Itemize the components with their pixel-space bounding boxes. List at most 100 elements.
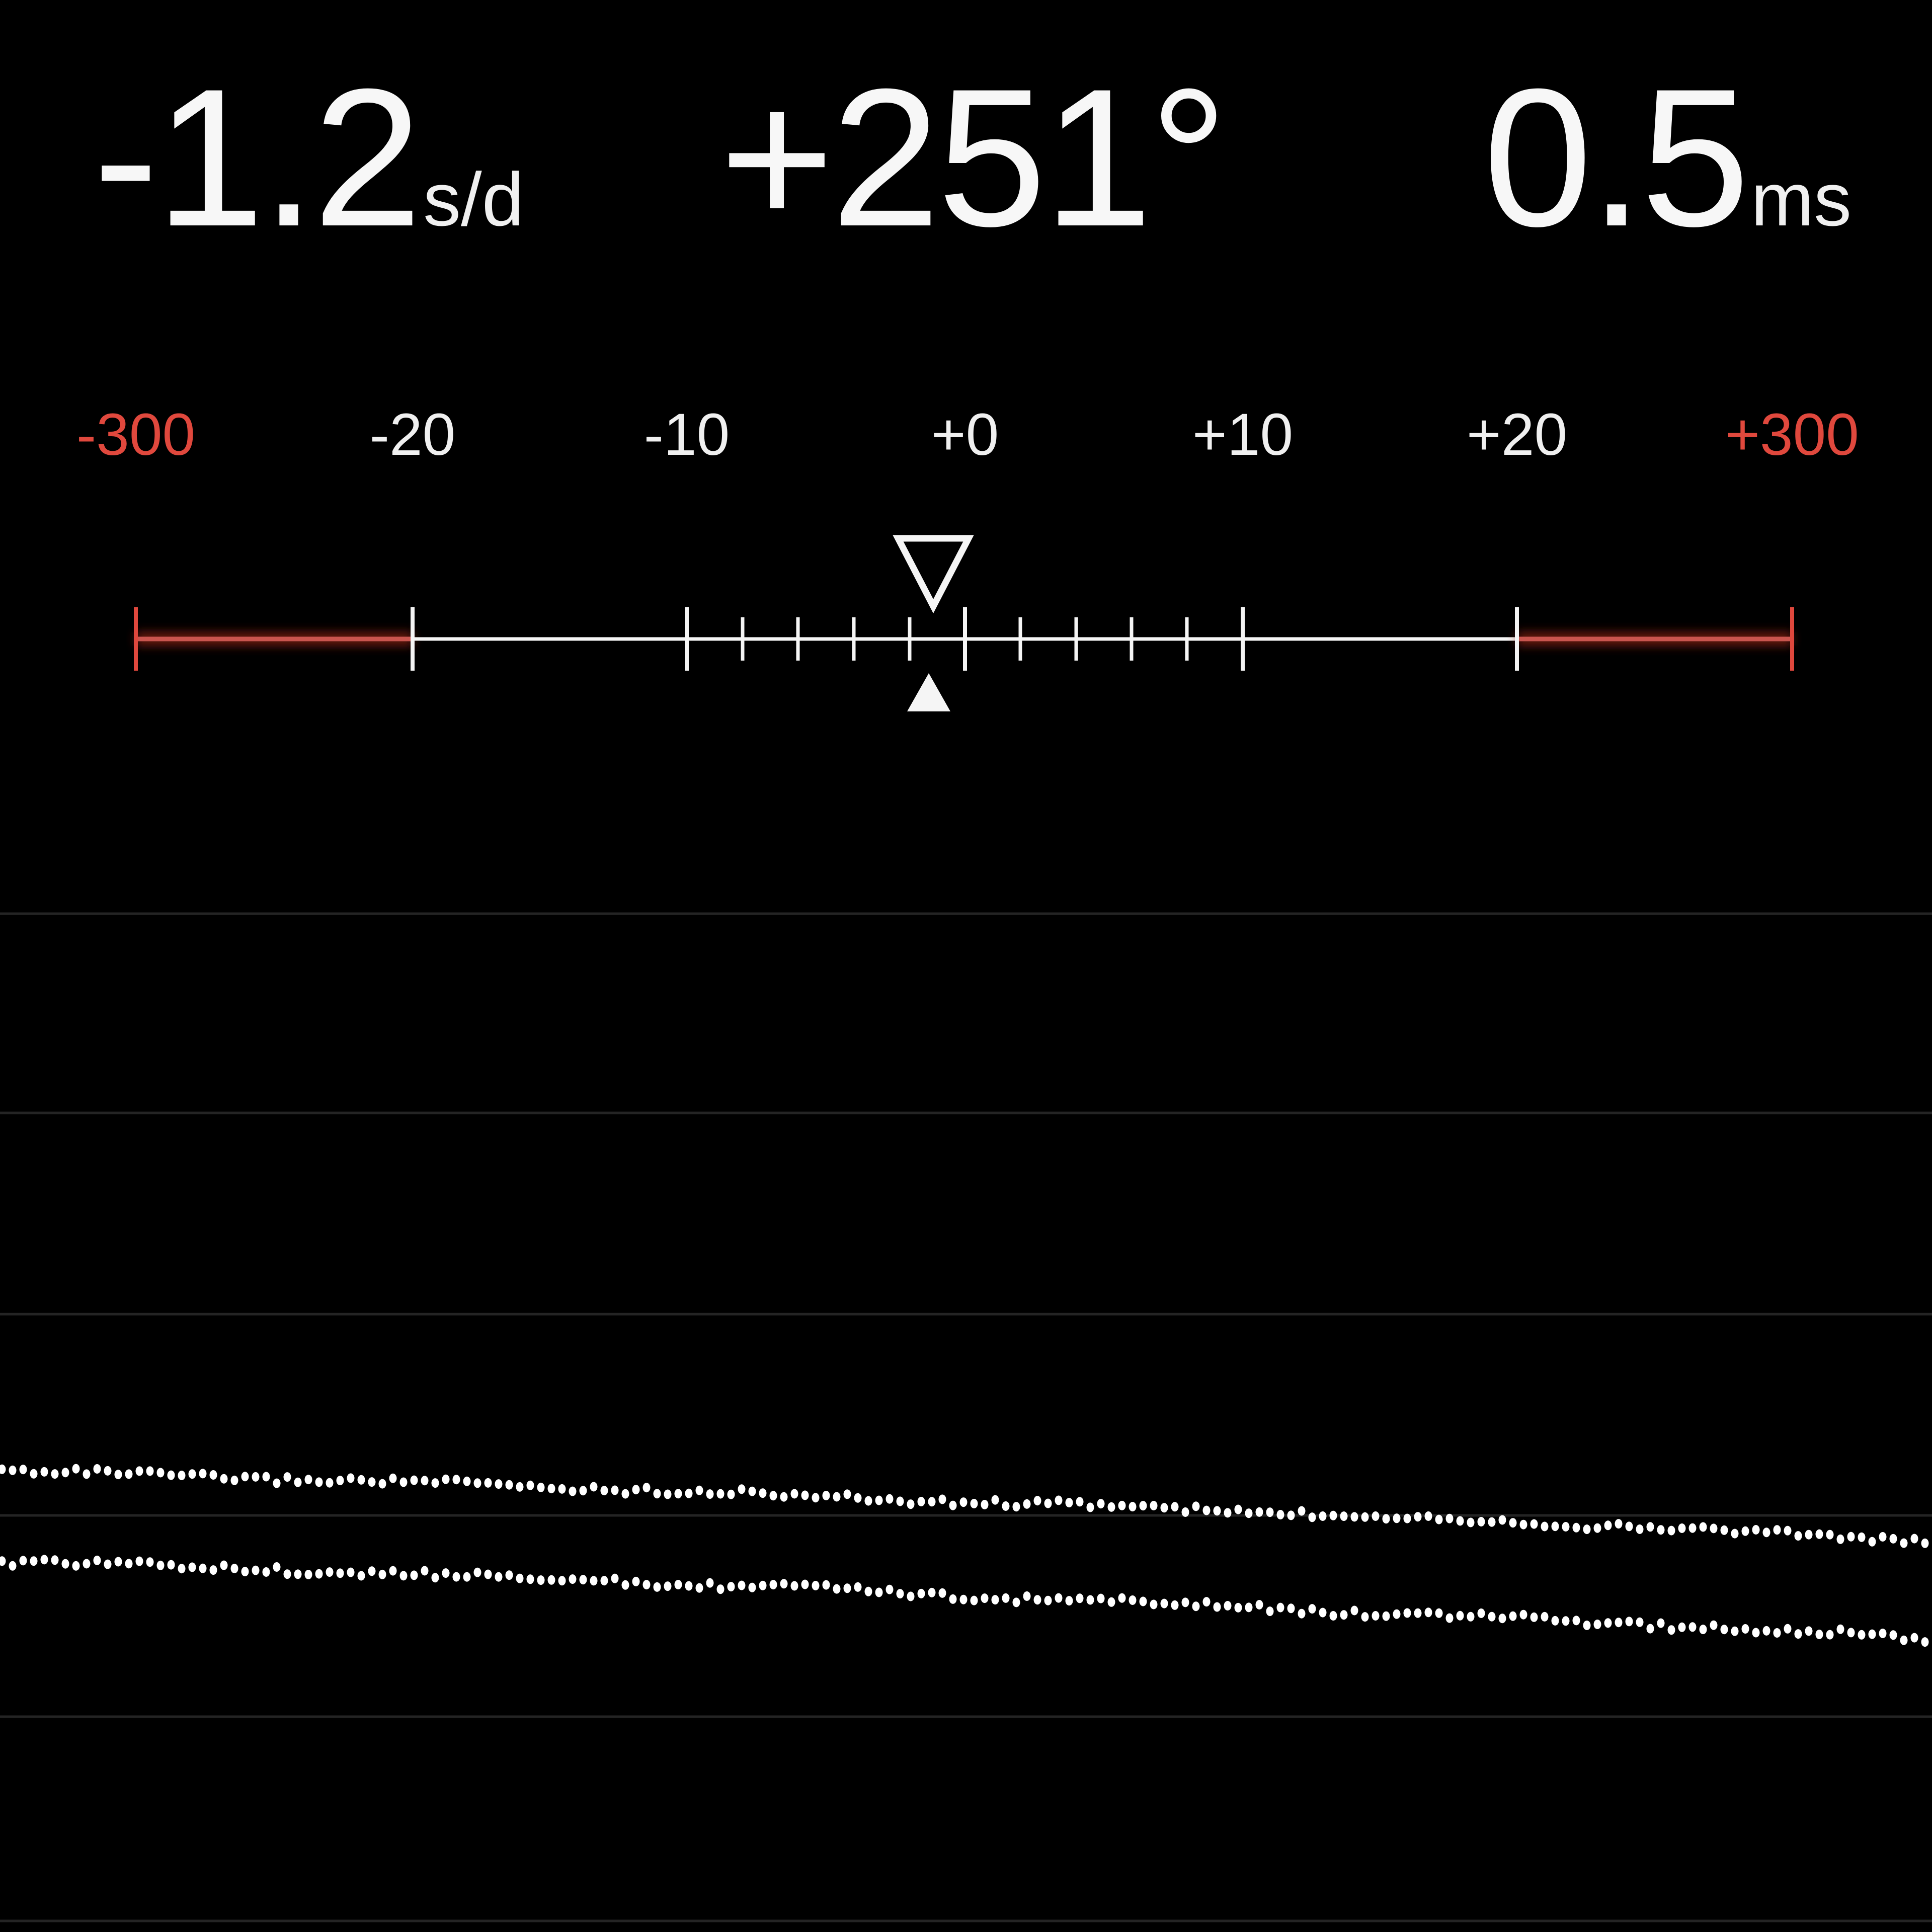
trace-dot xyxy=(125,1559,133,1569)
trace-dot xyxy=(9,1465,17,1475)
trace-dot xyxy=(1055,1593,1063,1603)
scale-tick-minor xyxy=(1130,617,1134,661)
trace-dot xyxy=(1361,1512,1369,1522)
scale-tick-major xyxy=(963,607,967,671)
trace-dot xyxy=(780,1492,788,1502)
trace-dot xyxy=(991,1495,999,1505)
beat-error-unit: ms xyxy=(1751,157,1852,242)
trace-dot xyxy=(801,1579,809,1589)
trace-dot xyxy=(896,1589,904,1599)
trace-dot xyxy=(463,1572,471,1582)
trace-dot xyxy=(949,1500,957,1510)
trace-dot xyxy=(209,1565,217,1575)
trace-dot xyxy=(125,1469,133,1479)
trace-dot xyxy=(537,1575,545,1585)
scale-tick-minor xyxy=(796,617,800,661)
trace-dot xyxy=(1012,1597,1020,1607)
trace-dot xyxy=(135,1466,143,1476)
trace-dot xyxy=(1889,1534,1897,1544)
trace-dot xyxy=(1181,1597,1189,1607)
trace-dot xyxy=(30,1556,38,1566)
trace-dot xyxy=(1858,1532,1866,1542)
trace-dot xyxy=(1424,1511,1432,1521)
trace-dot xyxy=(685,1581,693,1591)
trace-dot xyxy=(283,1569,291,1579)
trace-dot xyxy=(241,1567,249,1577)
trace-dot xyxy=(1171,1600,1179,1610)
trace-dot xyxy=(1477,1517,1485,1526)
trace-dot xyxy=(938,1588,946,1598)
trace-dot xyxy=(907,1499,915,1509)
trace-dot xyxy=(1350,1605,1358,1616)
trace-dot xyxy=(1625,1617,1633,1627)
trace-dot xyxy=(1604,1618,1612,1628)
trace-dot xyxy=(1445,1613,1454,1623)
trace-dot xyxy=(769,1580,777,1590)
trace-dot xyxy=(473,1478,481,1488)
trace-dot xyxy=(1805,1626,1813,1636)
trace-dot xyxy=(167,1470,175,1480)
trace-dot xyxy=(674,1580,682,1589)
trace-dot xyxy=(822,1580,830,1590)
trace-dot xyxy=(896,1496,904,1506)
trace-dot xyxy=(1287,1603,1295,1614)
scale-tick-major xyxy=(1515,607,1519,671)
trace-dot xyxy=(1181,1507,1189,1517)
trace-dot xyxy=(326,1567,334,1577)
trace-dot xyxy=(1836,1624,1844,1634)
trace-dot xyxy=(812,1581,820,1590)
trace-dot xyxy=(695,1485,703,1495)
trace-dot xyxy=(1910,1534,1918,1544)
trace-dot xyxy=(611,1485,619,1495)
trace-dot xyxy=(389,1566,397,1576)
trace-dot xyxy=(421,1476,429,1486)
trace-dot xyxy=(72,1464,80,1474)
trace-dot xyxy=(1720,1625,1728,1635)
trace-dot xyxy=(1086,1595,1094,1605)
trace-dot xyxy=(1752,1525,1760,1535)
trace-dot xyxy=(579,1486,587,1496)
scale-tick-minor xyxy=(741,617,745,661)
trace-dot xyxy=(1699,1625,1707,1635)
trace-dot xyxy=(600,1486,608,1496)
trace-dot xyxy=(1308,1604,1316,1614)
trace-dot xyxy=(558,1484,566,1494)
trace-dot xyxy=(917,1588,925,1598)
trace-dot xyxy=(294,1569,302,1579)
trace-dot xyxy=(1688,1523,1697,1533)
trace-dot xyxy=(146,1466,154,1476)
trace-dot xyxy=(1572,1522,1580,1533)
trace-dot xyxy=(1023,1591,1031,1601)
trace-dot xyxy=(1129,1595,1137,1605)
trace-dot xyxy=(1002,1501,1010,1511)
trace-dot xyxy=(368,1566,376,1576)
trace-dot xyxy=(1350,1512,1358,1522)
trace-dot xyxy=(1858,1630,1866,1640)
trace-dot xyxy=(1329,1510,1337,1520)
trace-dot xyxy=(1815,1630,1823,1639)
trace-dot xyxy=(780,1579,788,1589)
trace-dot xyxy=(1266,1606,1274,1617)
trace-dot xyxy=(72,1561,80,1571)
trace-dot xyxy=(864,1496,872,1506)
trace-dot xyxy=(1076,1497,1084,1507)
trace-dot xyxy=(262,1472,270,1482)
trace-dot xyxy=(1129,1502,1137,1512)
trace-dot xyxy=(273,1562,281,1572)
trace-dot xyxy=(928,1497,936,1507)
trace-dot xyxy=(917,1497,925,1506)
trace-dot xyxy=(716,1489,725,1499)
trace-dot xyxy=(1139,1501,1147,1511)
trace-dot xyxy=(178,1564,186,1574)
scale-label: +10 xyxy=(1192,401,1294,468)
trace-dot xyxy=(1731,1528,1739,1539)
trace-dot xyxy=(1414,1608,1422,1618)
trace-dot xyxy=(1139,1596,1147,1606)
trace-dot xyxy=(1498,1515,1506,1525)
chart-gridline xyxy=(0,1313,1932,1316)
trace-dot xyxy=(104,1559,112,1569)
trace-dot xyxy=(1150,1599,1158,1609)
trace-dot xyxy=(1192,1601,1200,1612)
scale-tick-major xyxy=(1241,607,1245,671)
reading-beat-error: 0.5ms xyxy=(1483,59,1852,256)
